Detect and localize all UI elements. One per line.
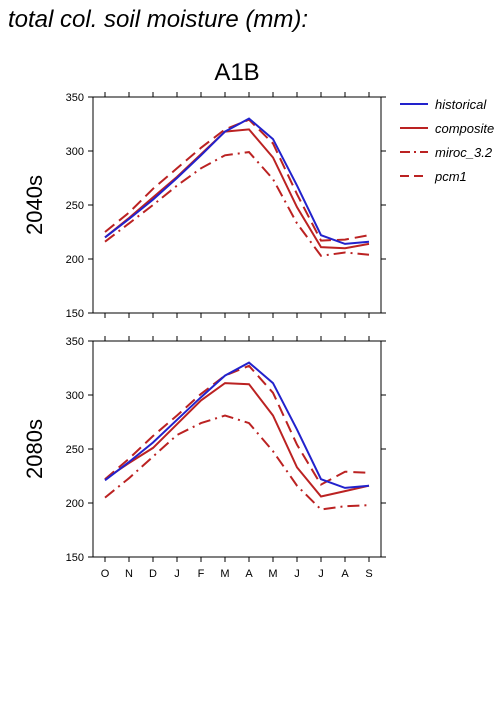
scenario-title: A1B xyxy=(214,59,259,86)
y-tick-label: 350 xyxy=(66,92,84,104)
x-tick-label: D xyxy=(149,568,157,580)
series-line-pcm1-2040s xyxy=(104,118,370,242)
x-tick-label: O xyxy=(101,568,110,580)
x-tick-label: J xyxy=(174,568,180,580)
chart-legend: historical composite miroc_3.2 pcm1 xyxy=(400,97,494,184)
series-line-composite-2040s xyxy=(104,128,370,250)
legend-label: miroc_3.2 xyxy=(435,145,493,160)
series-line-miroc_3.2-2040s xyxy=(104,151,370,257)
series-line-miroc_3.2-2080s xyxy=(104,414,370,511)
chart-panels: 150 200 250 300 350 2040s 150 200 250 300 350 2080s… xyxy=(22,92,386,580)
y-axis-label: 2040s xyxy=(22,175,47,235)
legend-label: composite xyxy=(435,121,494,136)
x-tick-label: A xyxy=(341,568,349,580)
x-tick-label: M xyxy=(268,568,277,580)
y-tick-label: 200 xyxy=(66,498,84,510)
panel-frame xyxy=(92,340,382,558)
y-tick-label: 300 xyxy=(66,146,84,158)
x-tick-label: N xyxy=(125,568,133,580)
y-axis-label: 2080s xyxy=(22,419,47,479)
series-line-historical-2040s xyxy=(104,117,370,245)
y-tick-label: 150 xyxy=(66,308,84,320)
panel-2040s: 150 200 250 300 350 2040s xyxy=(22,92,386,320)
legend-label: pcm1 xyxy=(434,169,467,184)
y-tick-label: 150 xyxy=(66,552,84,564)
x-tick-label: F xyxy=(198,568,205,580)
legend-item-pcm1: pcm1 xyxy=(400,169,467,184)
y-tick-label: 300 xyxy=(66,390,84,402)
legend-item-miroc_3.2: miroc_3.2 xyxy=(400,145,493,160)
y-tick-label: 200 xyxy=(66,254,84,266)
y-tick-label: 250 xyxy=(66,200,84,212)
legend-item-historical: historical xyxy=(400,97,487,112)
x-tick-label: J xyxy=(318,568,324,580)
legend-item-composite: composite xyxy=(400,121,494,136)
y-tick-label: 350 xyxy=(66,336,84,348)
legend-label: historical xyxy=(435,97,487,112)
y-tick-label: 250 xyxy=(66,444,84,456)
panel-2080s: 150 200 250 300 350 2080s xyxy=(22,336,386,564)
series-line-pcm1-2080s xyxy=(104,364,370,486)
x-tick-label: A xyxy=(245,568,253,580)
x-tick-label: J xyxy=(294,568,300,580)
x-tick-label: M xyxy=(220,568,229,580)
series-line-composite-2080s xyxy=(104,382,370,498)
page-title: total col. soil moisture (mm): xyxy=(8,6,309,33)
series-line-historical-2080s xyxy=(104,361,370,489)
x-tick-label: S xyxy=(365,568,372,580)
